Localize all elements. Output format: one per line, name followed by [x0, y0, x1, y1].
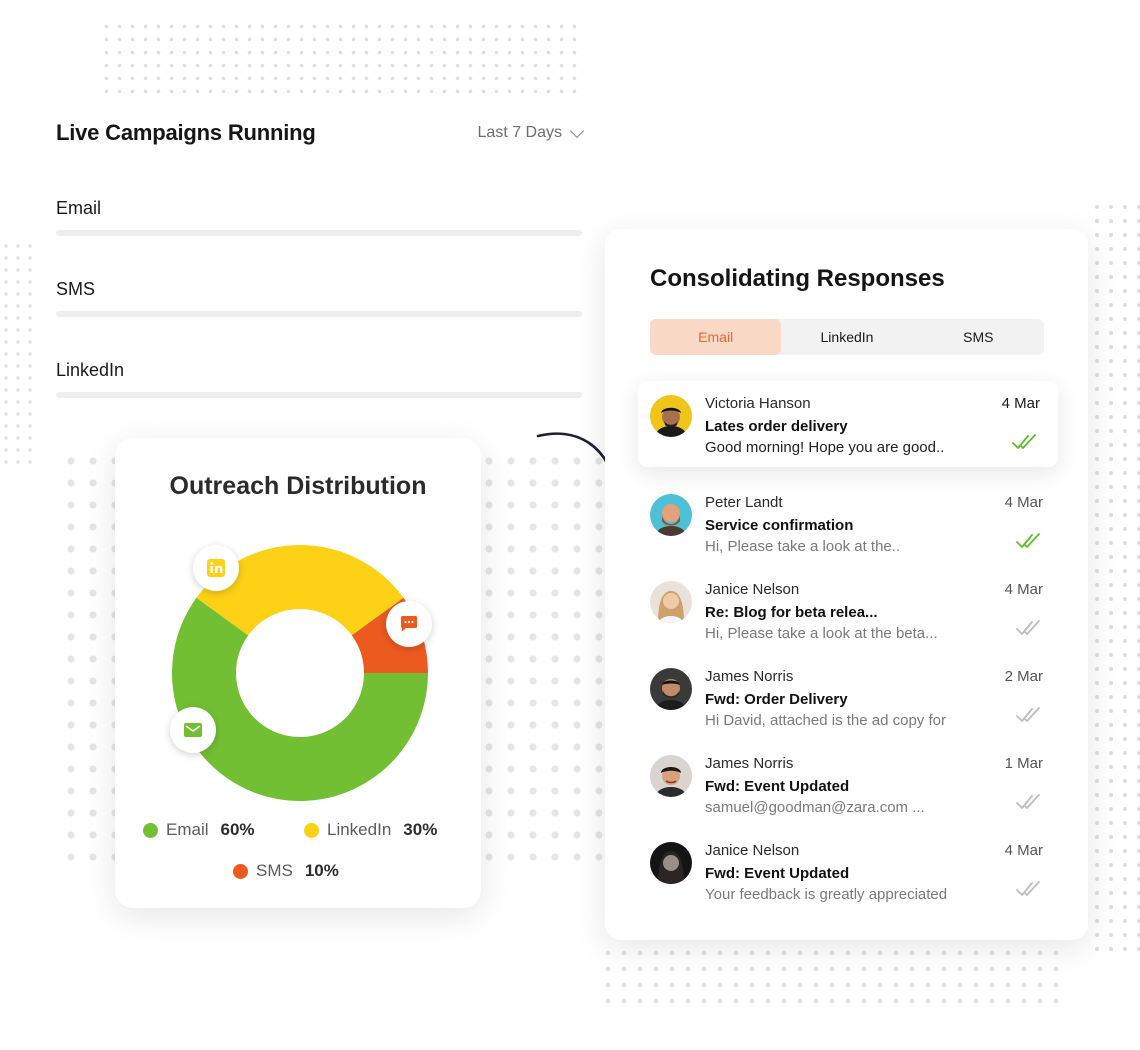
- channel-tabs: Email LinkedIn SMS: [650, 319, 1044, 355]
- decorative-dots: [100, 20, 580, 95]
- sender-name: Janice Nelson: [705, 842, 800, 859]
- delivered-check-icon: [1016, 707, 1040, 722]
- channel-row-linkedin: LinkedIn: [56, 360, 582, 398]
- message-date: 4 Mar: [1004, 581, 1043, 598]
- sender-name: James Norris: [705, 668, 794, 685]
- message-item[interactable]: James Norris 1 Mar Fwd: Event Updated sa…: [605, 741, 1088, 827]
- message-subject: Lates order delivery: [705, 418, 848, 435]
- decorative-dots: [1090, 200, 1140, 960]
- outreach-title: Outreach Distribution: [169, 472, 427, 500]
- message-item[interactable]: Janice Nelson 4 Mar Fwd: Event Updated Y…: [605, 828, 1088, 914]
- channel-row-sms: SMS: [56, 279, 582, 317]
- message-item[interactable]: Victoria Hanson 4 Mar Lates order delive…: [638, 381, 1058, 467]
- channel-progress-track: [56, 392, 582, 398]
- delivered-check-icon: [1016, 620, 1040, 635]
- channel-label: SMS: [56, 279, 96, 299]
- legend-dot: [143, 822, 158, 838]
- message-subject: Service confirmation: [705, 517, 854, 534]
- message-item[interactable]: James Norris 2 Mar Fwd: Order Delivery H…: [605, 654, 1088, 740]
- avatar: [650, 755, 692, 797]
- mail-icon: [184, 723, 202, 737]
- message-subject: Fwd: Event Updated: [705, 778, 850, 795]
- date-range-dropdown[interactable]: Last 7 Days: [477, 123, 585, 142]
- delivered-check-icon: [1016, 794, 1040, 809]
- email-bubble: [170, 707, 216, 753]
- legend-percent: 30%: [403, 820, 438, 839]
- message-preview: Hi David, attached is the ad copy for: [705, 712, 946, 729]
- legend-dot: [233, 863, 248, 879]
- legend-dot: [304, 822, 319, 838]
- message-preview: Good morning! Hope you are good..: [705, 439, 945, 456]
- sender-name: James Norris: [705, 755, 794, 772]
- channel-row-email: Email: [56, 198, 582, 236]
- channel-label: Email: [56, 198, 102, 218]
- legend-percent: 10%: [304, 861, 339, 880]
- tab-sms[interactable]: SMS: [963, 329, 994, 345]
- avatar: [650, 395, 692, 437]
- avatar: [650, 668, 692, 710]
- avatar: [650, 494, 692, 536]
- outreach-donut-chart: [155, 528, 445, 818]
- message-preview: Hi, Please take a look at the beta...: [705, 625, 938, 642]
- tab-linkedin[interactable]: LinkedIn: [820, 329, 874, 345]
- linkedin-icon: [207, 559, 225, 577]
- message-subject: Fwd: Event Updated: [705, 865, 850, 882]
- delivered-check-icon: [1016, 881, 1040, 896]
- message-item[interactable]: Janice Nelson 4 Mar Re: Blog for beta re…: [605, 567, 1088, 653]
- read-check-icon: [1016, 533, 1040, 548]
- decorative-dots: [600, 945, 1070, 1015]
- message-date: 2 Mar: [1004, 668, 1043, 685]
- legend-item-linkedin: LinkedIn 30%: [304, 820, 437, 840]
- message-item[interactable]: Peter Landt 4 Mar Service confirmation H…: [605, 480, 1088, 566]
- message-preview: samuel@goodman@zara.com ...: [705, 799, 925, 816]
- live-campaigns-panel: Live Campaigns Running Last 7 Days Email…: [56, 120, 585, 398]
- channel-progress-track: [56, 230, 582, 236]
- message-date: 4 Mar: [1001, 395, 1040, 412]
- decorative-dots: [0, 240, 40, 470]
- legend-label: SMS: [256, 861, 293, 880]
- outreach-distribution-card: Outreach Distribution: [115, 438, 481, 908]
- message-preview: Hi, Please take a look at the..: [705, 538, 901, 555]
- channel-progress-track: [56, 311, 582, 317]
- sender-name: Peter Landt: [705, 494, 783, 511]
- read-check-icon: [1012, 434, 1036, 449]
- sender-name: Victoria Hanson: [705, 395, 811, 412]
- channel-label: LinkedIn: [56, 360, 125, 380]
- sms-bubble: [386, 601, 432, 647]
- message-subject: Fwd: Order Delivery: [705, 691, 848, 708]
- donut-segment-linkedin: [196, 545, 404, 636]
- tab-email[interactable]: Email: [650, 319, 782, 355]
- chevron-down-icon: [569, 123, 585, 138]
- linkedin-bubble: [193, 545, 239, 591]
- legend-label: LinkedIn: [327, 820, 392, 839]
- message-date: 1 Mar: [1004, 755, 1043, 772]
- date-range-label: Last 7 Days: [477, 124, 562, 141]
- message-subject: Re: Blog for beta relea...: [705, 604, 878, 621]
- sender-name: Janice Nelson: [705, 581, 800, 598]
- live-campaigns-title: Live Campaigns Running: [56, 120, 316, 145]
- legend-item-sms: SMS 10%: [233, 861, 339, 881]
- responses-title: Consolidating Responses: [650, 265, 945, 292]
- chat-icon: [401, 616, 417, 632]
- message-date: 4 Mar: [1004, 842, 1043, 859]
- avatar: [650, 842, 692, 884]
- legend-item-email: Email 60%: [143, 820, 255, 840]
- legend-label: Email: [166, 820, 209, 839]
- avatar: [650, 581, 692, 623]
- consolidating-responses-card: Consolidating Responses Email LinkedIn S…: [605, 229, 1088, 940]
- donut-segment-email: [171, 597, 428, 801]
- legend-percent: 60%: [220, 820, 255, 839]
- message-date: 4 Mar: [1004, 494, 1043, 511]
- message-preview: Your feedback is greatly appreciated: [705, 886, 948, 903]
